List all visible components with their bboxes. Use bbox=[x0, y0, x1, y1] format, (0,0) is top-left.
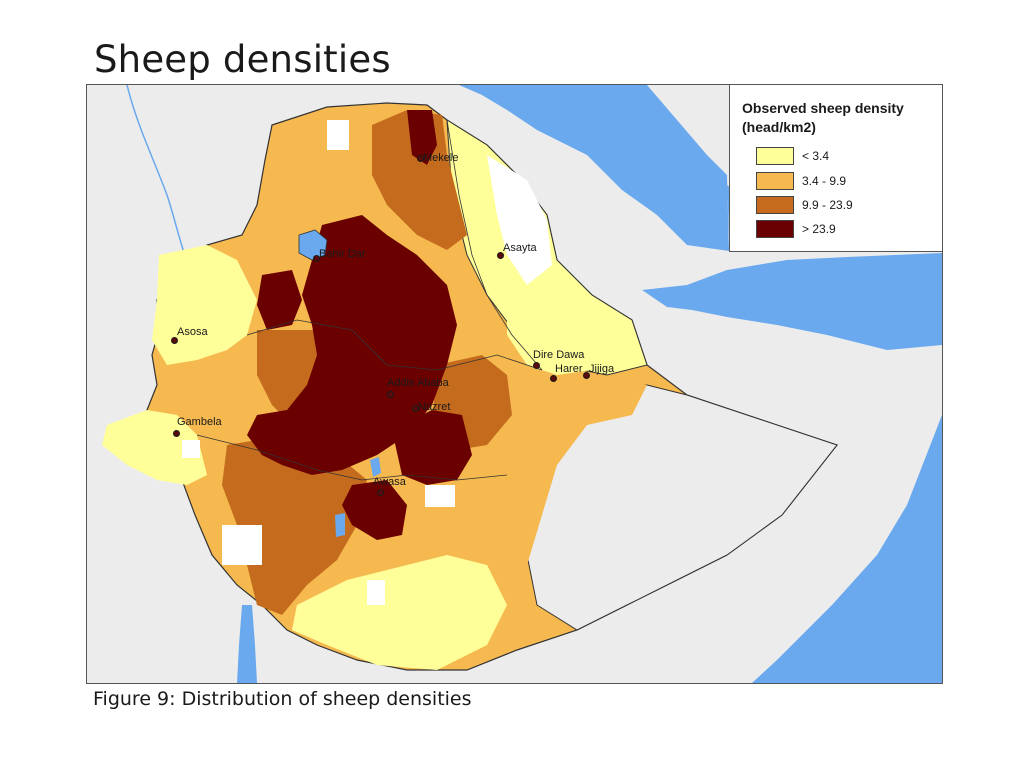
city-marker-nazret bbox=[412, 405, 419, 412]
lake-tana bbox=[298, 229, 328, 261]
city-marker-asosa bbox=[171, 337, 178, 344]
legend-swatch bbox=[756, 147, 794, 165]
city-label-awasa: Awasa bbox=[373, 476, 406, 488]
lake-turkana bbox=[237, 605, 257, 683]
legend-swatch bbox=[756, 172, 794, 190]
region-darkred-south bbox=[342, 480, 407, 540]
region-brown-southwest bbox=[222, 435, 367, 615]
region-border bbox=[196, 434, 508, 481]
region-darkred-north bbox=[407, 110, 437, 165]
legend-title-line2: (head/km2) bbox=[742, 119, 816, 135]
region-ogaden-orange bbox=[487, 375, 647, 565]
nodata-patch bbox=[327, 120, 349, 150]
legend-label: 3.4 - 9.9 bbox=[802, 174, 847, 188]
city-marker-jijiga bbox=[583, 372, 590, 379]
region-south-yellow bbox=[292, 555, 507, 670]
nodata-patch bbox=[367, 580, 385, 605]
indian-ocean bbox=[752, 415, 942, 683]
legend-label: 9.9 - 23.9 bbox=[802, 198, 853, 212]
city-label-nazret: Nazret bbox=[418, 401, 451, 413]
city-label-mekele: Mekele bbox=[423, 152, 459, 164]
city-marker-addis-ababa bbox=[387, 391, 394, 398]
gulf-of-aden bbox=[642, 253, 942, 350]
nodata-patch bbox=[425, 485, 455, 507]
region-gambela bbox=[102, 410, 207, 485]
legend-swatch bbox=[756, 196, 794, 214]
map-frame: Mekele Bahir Dar Asayta Asosa Dire Dawa … bbox=[86, 84, 943, 684]
city-label-jijiga: Jijiga bbox=[589, 363, 615, 375]
city-label-bahir-dar: Bahir Dar bbox=[319, 248, 366, 260]
region-benishangul bbox=[152, 245, 257, 365]
city-label-addis-ababa: Addis Ababa bbox=[387, 377, 449, 389]
legend-swatch bbox=[756, 220, 794, 238]
region-brown-north bbox=[372, 110, 467, 250]
city-marker-gambela bbox=[173, 430, 180, 437]
city-label-dire-dawa: Dire Dawa bbox=[533, 349, 585, 361]
city-label-harer: Harer bbox=[555, 363, 583, 375]
city-marker-harer bbox=[550, 375, 557, 382]
legend-title-line1: Observed sheep density bbox=[742, 100, 904, 116]
region-darkred-east bbox=[392, 410, 472, 485]
city-marker-asayta bbox=[497, 252, 504, 259]
legend-label: < 3.4 bbox=[802, 149, 830, 163]
slide-title: Sheep densities bbox=[94, 38, 391, 81]
city-marker-bahir-dar bbox=[313, 255, 320, 262]
city-marker-dire-dawa bbox=[533, 362, 540, 369]
region-darkred-central bbox=[247, 215, 457, 475]
city-label-gambela: Gambela bbox=[177, 416, 222, 428]
city-label-asosa: Asosa bbox=[177, 326, 208, 338]
red-sea bbox=[459, 85, 729, 251]
legend-label: > 23.9 bbox=[802, 222, 836, 236]
rift-lake bbox=[370, 457, 381, 477]
map-legend: Observed sheep density (head/km2) < 3.4 … bbox=[729, 85, 942, 252]
region-afar-white bbox=[487, 155, 552, 285]
region-darkred-west bbox=[257, 270, 302, 330]
region-border bbox=[446, 119, 543, 371]
nodata-patch bbox=[222, 525, 262, 565]
rift-lake bbox=[335, 513, 345, 537]
figure-caption: Figure 9: Distribution of sheep densitie… bbox=[93, 688, 472, 710]
legend-title: Observed sheep density (head/km2) bbox=[742, 99, 904, 137]
region-border bbox=[246, 319, 543, 371]
city-label-asayta: Asayta bbox=[503, 242, 537, 254]
nodata-patch bbox=[182, 440, 200, 458]
region-dire-yellow bbox=[507, 295, 607, 375]
city-marker-mekele bbox=[417, 155, 424, 162]
city-marker-awasa bbox=[377, 489, 384, 496]
